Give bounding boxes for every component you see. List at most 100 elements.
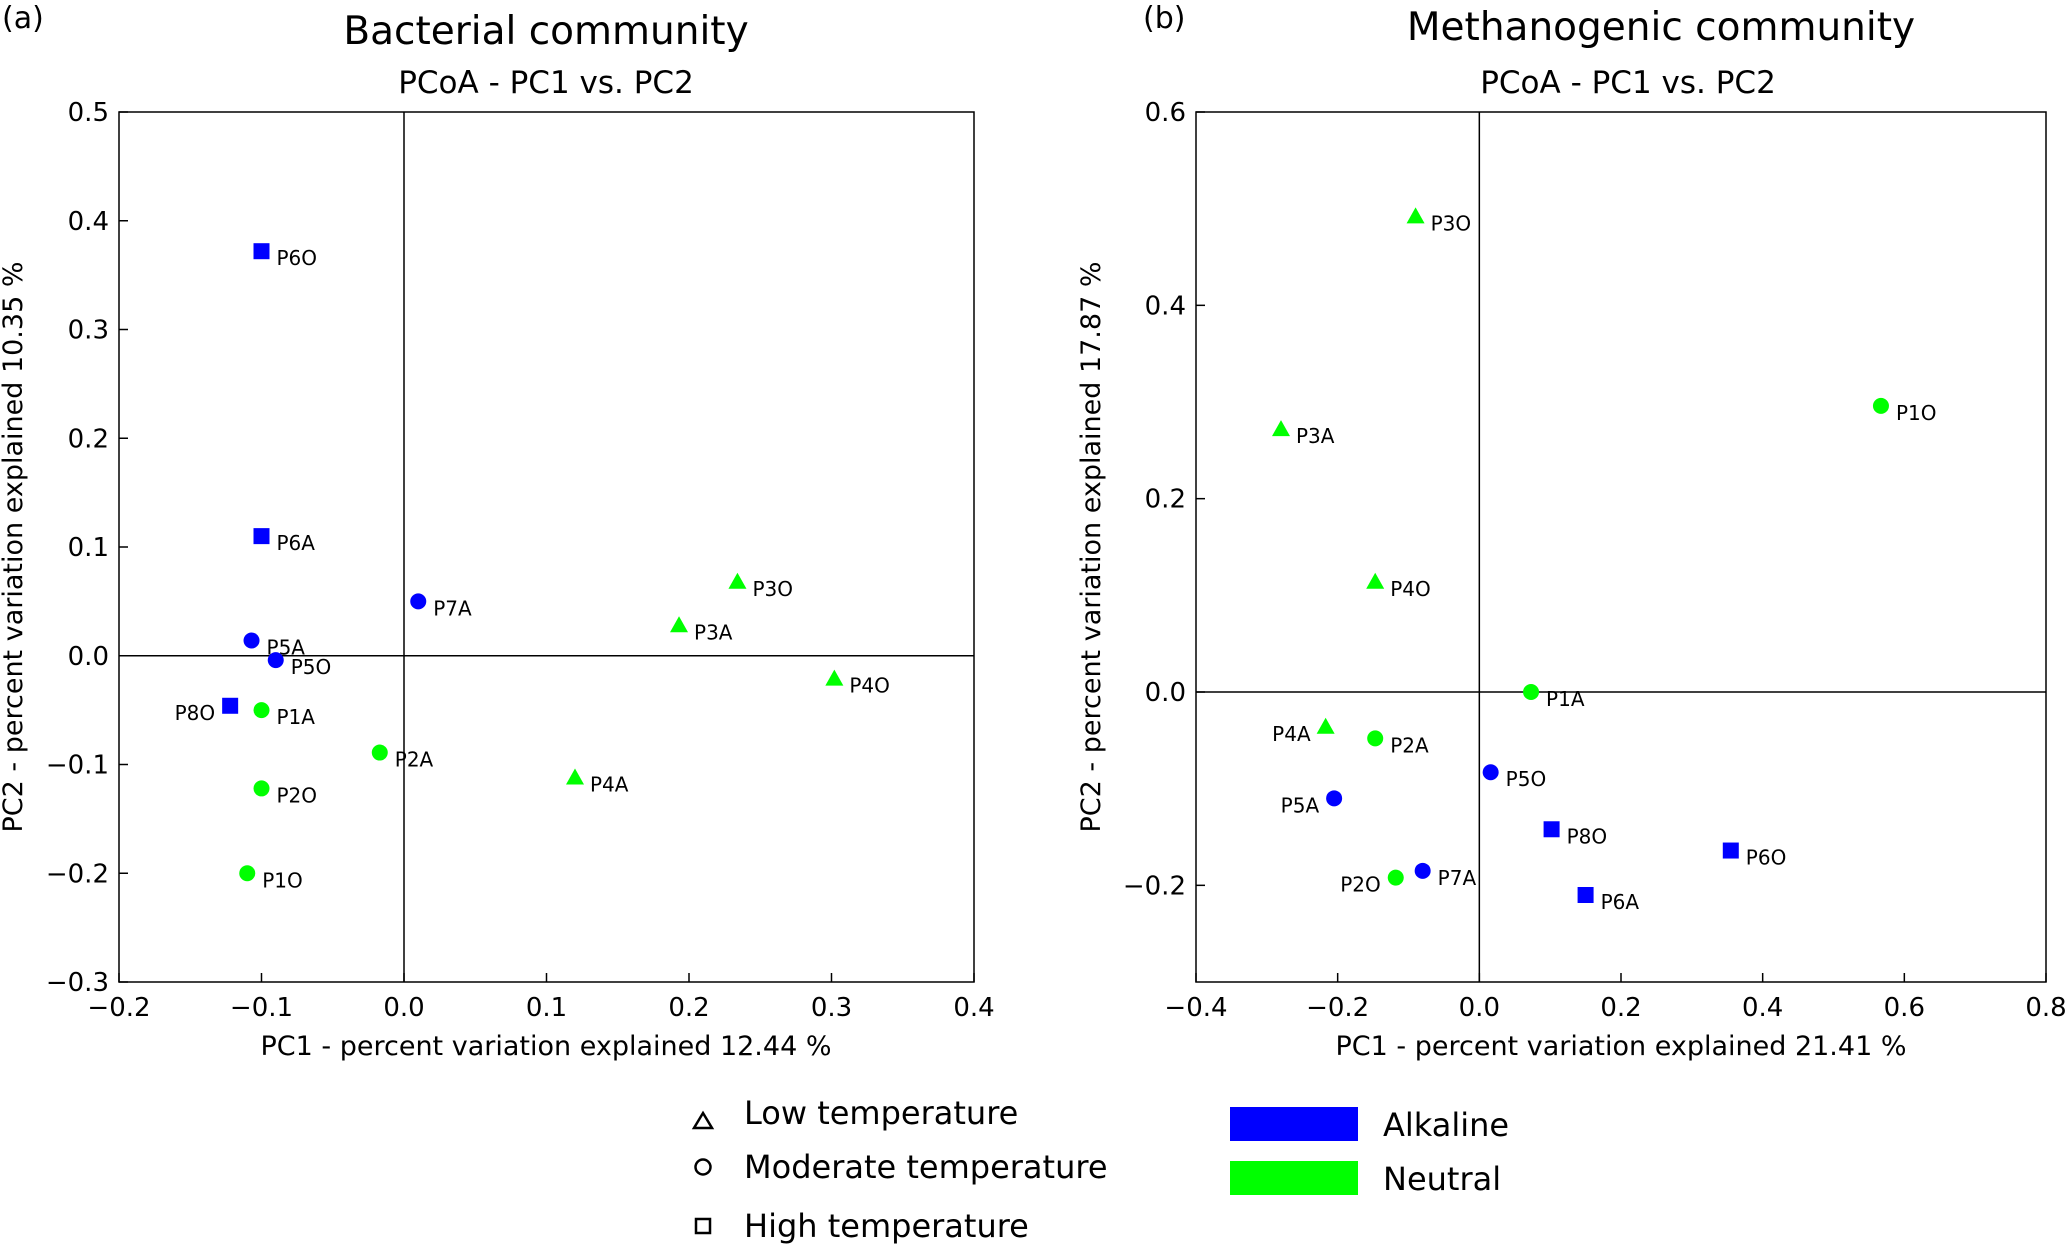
point-label-p7a: P7A [1438,866,1477,890]
legend-circle-icon [694,1158,712,1176]
point-label-p5o: P5O [291,655,332,679]
data-point-p7a [1414,862,1431,879]
chart-subtitle-a: PCoA - PC1 vs. PC2 [398,65,694,101]
data-point-p6o [253,243,270,260]
x-tick-label: −0.4 [1164,993,1227,1023]
legend-moderate-temperature: Moderate temperature [744,1148,1108,1186]
panel-methanogenic-community: (b) Methanogenic community PCoA - PC1 vs… [1076,1,2067,1062]
data-point-p4a [566,768,584,785]
point-label-p1a: P1A [277,705,316,729]
point-label-p1o: P1O [1896,401,1937,425]
data-point-p4o [825,669,844,686]
data-point-p4o [1366,572,1385,589]
y-tick-label: 0.5 [68,98,109,128]
legend-triangle-icon [691,1110,715,1130]
x-tick-label: 0.6 [1884,993,1925,1023]
point-label-p5a: P5A [1281,793,1320,817]
data-point-p8o [1543,821,1560,838]
point-label-p4o: P4O [1390,577,1431,601]
point-label-p3a: P3A [1296,424,1335,448]
point-label-p8o: P8O [175,701,216,725]
y-axis-label-a: PC2 - percent variation explained 10.35 … [0,262,29,833]
y-tick-label: 0.2 [68,424,109,454]
x-tick-label: 0.2 [668,993,709,1023]
x-tick-label: 0.4 [1742,993,1783,1023]
y-tick-label: 0.0 [68,642,109,672]
data-point-p1a [253,702,270,719]
legend-low-temperature: Low temperature [744,1094,1018,1132]
point-label-p4a: P4A [590,773,629,797]
data-point-p3a [670,616,689,633]
y-tick-label: −0.2 [1123,871,1186,901]
y-tick-label: −0.2 [46,859,109,889]
legend-neutral: Neutral [1383,1160,1501,1198]
plot-frame-b [1195,111,2047,983]
point-label-p5o: P5O [1506,767,1547,791]
data-point-p2o [1387,869,1404,886]
point-label-p2a: P2A [395,748,434,772]
y-tick-label: 0.4 [1145,291,1186,321]
point-label-p2o: P2O [1340,873,1381,897]
data-point-p5o [267,652,284,669]
chart-subtitle-b: PCoA - PC1 vs. PC2 [1480,65,1776,101]
legend-alkaline: Alkaline [1383,1106,1509,1144]
legend-alkaline-swatch [1230,1107,1358,1141]
y-tick-label: 0.3 [68,316,109,346]
point-label-p4a: P4A [1272,722,1311,746]
x-tick-label: −0.2 [87,993,150,1023]
data-point-p3a [1272,420,1290,437]
point-label-p4o: P4O [849,674,890,698]
data-point-p5a [1326,790,1343,807]
point-label-p6a: P6A [277,531,316,555]
x-tick-label: −0.1 [230,993,293,1023]
chart-title-b: Methanogenic community [1407,5,1915,50]
x-tick-label: 0.2 [1600,993,1641,1023]
point-label-p6a: P6A [1601,890,1640,914]
point-label-p3a: P3A [694,620,733,644]
y-tick-label: 0.2 [1145,485,1186,515]
x-tick-label: −0.2 [1306,993,1369,1023]
data-point-p2a [371,744,388,761]
point-label-p7a: P7A [433,596,472,620]
data-point-p1o [239,865,256,882]
legend-high-temperature: High temperature [744,1207,1029,1245]
chart-title-a: Bacterial community [343,9,748,54]
data-point-p6a [253,528,270,545]
point-label-p6o: P6O [1746,846,1787,870]
x-tick-label: 0.1 [526,993,567,1023]
y-axis-label-b: PC2 - percent variation explained 17.87 … [1076,262,1107,833]
point-label-p8o: P8O [1567,824,1608,848]
data-point-p6o [1722,842,1739,859]
x-tick-label: 0.3 [811,993,852,1023]
ticks-b: −0.4 −0.2 0.0 0.2 0.4 0.6 0.8 −0.2 0.0 0.2 0.4 0.6 [1123,98,2067,1023]
data-point-p3o [728,572,747,589]
y-tick-label: −0.3 [46,968,109,998]
data-point-p8o [222,697,239,714]
data-point-p6a [1577,887,1594,903]
legend: Low temperature Moderate temperature Hig… [691,1094,1509,1245]
data-point-p1o [1872,397,1889,414]
panel-bacterial-community: (a) Bacterial community PCoA - PC1 vs. P… [0,1,995,1062]
x-tick-label: 0.4 [953,993,994,1023]
x-tick-label: 0.8 [2025,993,2066,1023]
legend-square-icon [694,1217,712,1235]
y-tick-label: 0.0 [1145,678,1186,708]
point-label-p6o: P6O [277,246,318,270]
point-label-p1o: P1O [262,868,303,892]
x-tick-label: 0.0 [383,993,424,1023]
data-point-p2a [1367,730,1384,747]
points-b: P3O P3A P1O P4O P1A P4A P2A P5O P5A P8O P6O P7A P2O P… [1272,207,1936,914]
legend-neutral-swatch [1230,1161,1358,1195]
data-point-p1a [1523,684,1540,700]
x-axis-label-b: PC1 - percent variation explained 21.41 … [1336,1031,1907,1062]
x-axis-label-a: PC1 - percent variation explained 12.44 … [261,1031,832,1062]
y-tick-label: 0.6 [1145,98,1186,128]
y-tick-label: 0.4 [68,207,109,237]
point-label-p3o: P3O [752,577,793,601]
panel-letter-b: (b) [1143,1,1185,36]
data-point-p5a [243,632,260,649]
ticks-a: −0.2 −0.1 0.0 0.1 0.2 0.3 0.4−0.3−0.2−0.10.00.… [46,98,995,1023]
data-point-p2o [253,780,270,797]
